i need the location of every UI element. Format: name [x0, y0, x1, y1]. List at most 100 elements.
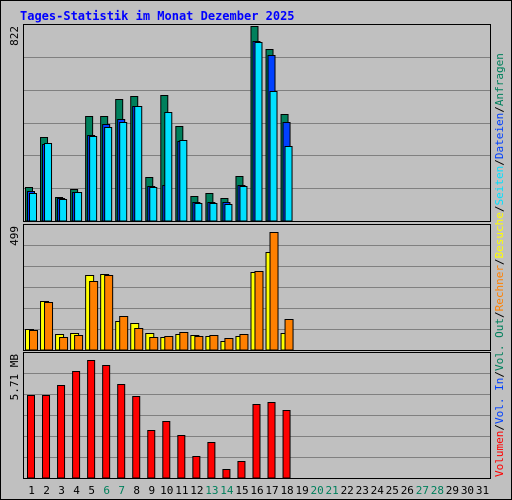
x-label-day-21: 21: [326, 484, 339, 497]
bar-seiten-day-9: [149, 187, 158, 222]
x-label-day-20: 20: [311, 484, 324, 497]
panel-visits: [23, 224, 491, 351]
bar-rechner-day-17: [269, 232, 279, 351]
bar-volumen-day-8: [132, 396, 141, 479]
bar-seiten-day-4: [74, 192, 83, 222]
x-label-day-4: 4: [73, 484, 80, 497]
bar-volumen-day-11: [177, 435, 186, 479]
bar-seiten-day-7: [119, 122, 128, 222]
bar-volumen-day-5: [87, 360, 96, 479]
bar-seiten-day-13: [209, 203, 218, 222]
x-label-day-25: 25: [386, 484, 399, 497]
x-label-day-8: 8: [133, 484, 140, 497]
x-label-day-9: 9: [148, 484, 155, 497]
bar-seiten-day-11: [179, 140, 188, 222]
x-label-day-3: 3: [58, 484, 65, 497]
x-label-day-15: 15: [235, 484, 248, 497]
bar-seiten-day-15: [239, 186, 248, 222]
x-label-day-31: 31: [476, 484, 489, 497]
bar-rechner-day-13: [209, 335, 219, 351]
bar-volumen-day-14: [222, 469, 231, 479]
x-label-day-7: 7: [118, 484, 125, 497]
legend-item-anfragen: Anfragen: [493, 53, 506, 106]
x-label-day-22: 22: [341, 484, 354, 497]
legend-item-volout: Vol. Out: [493, 318, 506, 371]
bar-seiten-day-18: [284, 146, 293, 222]
y-max-label-volume: 5.71 MB: [8, 354, 21, 401]
legend-text: Volumen/Vol. In/Vol. Out/Rechner/Besuche…: [493, 53, 506, 477]
bar-rechner-day-7: [119, 316, 129, 351]
bar-seiten-day-6: [104, 127, 113, 222]
bar-volumen-day-12: [192, 456, 201, 479]
legend-separator: /: [493, 258, 506, 265]
legend-item-seiten: Seiten: [493, 166, 506, 206]
panel-requests: [23, 24, 491, 222]
x-axis-labels: 1 2 3 4 5 6 7 8 9 10 11 12 13 14 15 16 17 18 19 20 21 22 23 24 2…: [28, 484, 489, 497]
legend-item-rechner: Rechner: [493, 265, 506, 312]
x-label-day-18: 18: [280, 484, 293, 497]
bar-seiten-day-1: [29, 193, 37, 222]
panel-volume: [23, 352, 491, 479]
chart-title: Tages-Statistik im Monat Dezember 2025: [20, 9, 295, 23]
bar-rechner-day-10: [164, 336, 174, 351]
legend-item-volumen: Volumen: [493, 431, 506, 477]
x-label-day-13: 13: [205, 484, 218, 497]
chart-panels: [23, 24, 491, 479]
legend-separator: /: [493, 106, 506, 113]
x-label-day-5: 5: [88, 484, 95, 497]
x-label-day-2: 2: [43, 484, 50, 497]
x-label-day-17: 17: [265, 484, 278, 497]
bar-rechner-day-1: [29, 330, 38, 351]
x-label-day-6: 6: [103, 484, 110, 497]
y-axis-labels: 822 499 5.71 MB: [8, 26, 21, 400]
y-max-label-requests: 822: [8, 26, 21, 46]
bar-volumen-day-1: [27, 395, 35, 479]
bar-volumen-day-9: [147, 430, 156, 479]
legend: Volumen/Vol. In/Vol. Out/Rechner/Besuche…: [493, 53, 506, 477]
bar-rechner-day-8: [134, 328, 144, 351]
bar-seiten-day-12: [194, 203, 203, 222]
bar-seiten-day-8: [134, 106, 143, 222]
bar-volumen-day-3: [57, 385, 66, 479]
x-label-day-14: 14: [220, 484, 234, 497]
legend-item-besuche: Besuche: [493, 212, 506, 258]
legend-separator: /: [493, 311, 506, 318]
bar-volumen-day-13: [207, 442, 216, 479]
x-label-day-19: 19: [295, 484, 308, 497]
bar-rechner-day-14: [224, 338, 234, 351]
bar-rechner-day-16: [254, 271, 264, 351]
bar-volumen-day-4: [72, 371, 81, 479]
x-label-day-28: 28: [431, 484, 444, 497]
bar-seiten-day-14: [224, 204, 233, 222]
bar-seiten-day-10: [164, 112, 173, 222]
bar-volumen-day-15: [237, 461, 246, 479]
x-label-day-29: 29: [446, 484, 459, 497]
x-label-day-24: 24: [371, 484, 385, 497]
x-label-day-1: 1: [28, 484, 35, 497]
bar-volumen-day-10: [162, 421, 171, 479]
bar-rechner-day-2: [44, 302, 54, 351]
x-label-day-26: 26: [401, 484, 414, 497]
x-label-day-10: 10: [160, 484, 173, 497]
bar-rechner-day-18: [284, 319, 294, 351]
legend-item-dateien: Dateien: [493, 113, 506, 159]
x-label-day-23: 23: [356, 484, 369, 497]
bar-seiten-day-5: [89, 136, 98, 222]
bar-volumen-day-7: [117, 384, 126, 479]
bar-volumen-day-18: [282, 410, 291, 479]
bar-rechner-day-4: [74, 335, 84, 351]
bar-rechner-day-15: [239, 334, 249, 351]
x-label-day-12: 12: [190, 484, 203, 497]
legend-separator: /: [493, 205, 506, 212]
legend-item-volin: Vol. In: [493, 378, 506, 424]
y-max-label-visits: 499: [8, 226, 21, 246]
bar-seiten-day-16: [254, 42, 263, 222]
bar-volumen-day-2: [42, 395, 51, 479]
bar-volumen-day-16: [252, 404, 261, 479]
bar-seiten-day-3: [59, 199, 68, 222]
legend-separator: /: [493, 424, 506, 431]
bar-rechner-day-12: [194, 336, 204, 351]
bar-rechner-day-11: [179, 332, 189, 351]
legend-separator: /: [493, 371, 506, 378]
